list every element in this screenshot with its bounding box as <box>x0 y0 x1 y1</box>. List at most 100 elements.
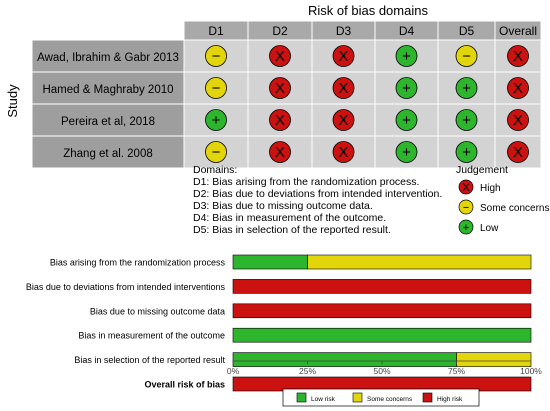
study-name: Zhang et al. 2008 <box>63 148 153 160</box>
judgement-high-mark <box>507 45 529 67</box>
study-name: Hamed & Maghraby 2010 <box>42 84 173 96</box>
judgement-symbol: X <box>275 80 285 97</box>
judgement-legend: Judgement X High− Some concerns + Low <box>456 164 549 235</box>
column-header-label: D5 <box>459 24 475 38</box>
judgement-high-mark <box>269 141 291 163</box>
judgement-high-mark <box>269 109 291 131</box>
judgement-symbol: X <box>338 112 348 129</box>
traffic-light-title: Risk of bias domains <box>308 3 428 18</box>
x-tick-label: 50% <box>373 366 390 376</box>
judgement-symbol: X <box>513 80 523 97</box>
legend-label-some: Some concerns <box>367 396 413 403</box>
category-label: Bias in measurement of the outcome <box>78 331 225 341</box>
study-name: Awad, Ibrahim & Gabr 2013 <box>37 52 179 64</box>
judgement-low-mark <box>395 109 418 131</box>
judgement-symbol: X <box>513 144 523 161</box>
legend-swatch-high <box>422 392 433 403</box>
summary-bar-chart: Bias arising from the randomization proc… <box>26 254 542 392</box>
judgement-high-mark <box>507 141 529 163</box>
x-tick-label: 100% <box>520 366 542 376</box>
domain-description: D5: Bias in selection of the reported re… <box>193 224 391 236</box>
judgement-symbol: X <box>275 112 285 129</box>
study-name: Pereira et al, 2018 <box>61 116 155 128</box>
judgement-symbol: − <box>212 48 221 65</box>
judgement-symbol: + <box>462 80 471 97</box>
legend-label-low: Low risk <box>311 396 336 403</box>
domain-descriptions: Domains:D1: Bias arising from the random… <box>193 164 442 236</box>
judgement-low-mark <box>455 141 478 163</box>
judgement-low-mark <box>395 45 418 67</box>
judgement-some-mark <box>205 77 227 99</box>
study-name-cell <box>31 135 185 169</box>
legend-some-label: Some concerns <box>480 203 549 214</box>
bar-low <box>232 352 457 367</box>
judgement-high-mark <box>332 77 355 99</box>
judgement-legend-title: Judgement <box>456 164 508 176</box>
judgement-high-mark <box>332 109 355 131</box>
judgement-some-mark <box>205 141 227 163</box>
legend-high-label: High <box>480 183 501 194</box>
legend-low-label: Low <box>480 223 499 234</box>
judgement-symbol: + <box>212 112 221 129</box>
domain-description: D4: Bias in measurement of the outcome. <box>193 212 386 224</box>
judgement-low-mark <box>395 77 418 99</box>
bar-low <box>232 254 308 270</box>
legend-high-mark <box>458 179 474 195</box>
judgement-high-mark <box>269 77 291 99</box>
judgement-symbol: X <box>275 48 285 65</box>
legend-swatch-low <box>296 392 307 403</box>
judgement-some-mark <box>205 45 227 67</box>
legend-label-high: High risk <box>437 396 463 403</box>
x-tick-label: 75% <box>448 366 465 376</box>
column-header-label: D2 <box>272 24 288 38</box>
x-tick-label: 25% <box>299 366 316 376</box>
judgement-symbol: − <box>212 144 221 161</box>
category-label: Bias due to deviations from intended int… <box>26 282 226 292</box>
category-label: Overall risk of bias <box>144 380 225 390</box>
judgement-symbol: X <box>513 112 523 129</box>
judgement-symbol: − <box>212 80 221 97</box>
judgement-low-mark <box>205 109 227 131</box>
category-label: Bias arising from the randomization proc… <box>50 258 226 268</box>
x-tick-label: 0% <box>227 366 240 376</box>
judgement-symbol: + <box>402 112 411 129</box>
judgement-high-mark <box>332 45 355 67</box>
judgement-symbol: + <box>402 48 411 65</box>
judgement-symbol: − <box>462 48 471 65</box>
legend-symbol: X <box>462 182 470 194</box>
judgement-symbol: X <box>338 144 348 161</box>
judgement-symbol: X <box>275 144 285 161</box>
judgement-high-mark <box>332 141 355 163</box>
judgement-low-mark <box>455 109 478 131</box>
judgement-high-mark <box>269 45 291 67</box>
legend-symbol: − <box>463 202 469 214</box>
column-header-label: Overall <box>499 24 537 38</box>
domains-heading: Domains: <box>193 164 237 176</box>
judgement-symbol: X <box>338 48 348 65</box>
summary-legend: Low risk Some concerns High risk <box>282 388 480 407</box>
legend-symbol: + <box>463 222 469 234</box>
domain-description: D3: Bias due to missing outcome data. <box>193 200 373 212</box>
study-name-cell <box>31 71 185 105</box>
judgement-high-mark <box>507 77 529 99</box>
category-label: Bias due to missing outcome data <box>90 306 225 316</box>
legend-swatch-some <box>352 392 363 403</box>
judgement-low-mark <box>395 141 418 163</box>
judgement-symbol: X <box>338 80 348 97</box>
bar-high <box>232 279 532 294</box>
judgement-symbol: + <box>402 80 411 97</box>
judgement-symbol: + <box>462 144 471 161</box>
bar-low <box>232 327 532 343</box>
bar-some <box>307 254 532 270</box>
bar-some <box>456 352 532 367</box>
legend-some-mark <box>458 199 474 215</box>
column-header-label: D4 <box>399 24 415 38</box>
domain-description: D2: Bias due to deviations from intended… <box>193 188 442 200</box>
legend-low-mark <box>458 219 474 235</box>
study-name-cell <box>31 103 185 137</box>
judgement-low-mark <box>455 77 478 99</box>
traffic-light-plot: Risk of bias domains D1 D2 D3 D4 D5 Overall Stu… <box>5 3 542 169</box>
judgement-symbol: + <box>402 144 411 161</box>
domain-description: D1: Bias arising from the randomization … <box>193 176 419 188</box>
